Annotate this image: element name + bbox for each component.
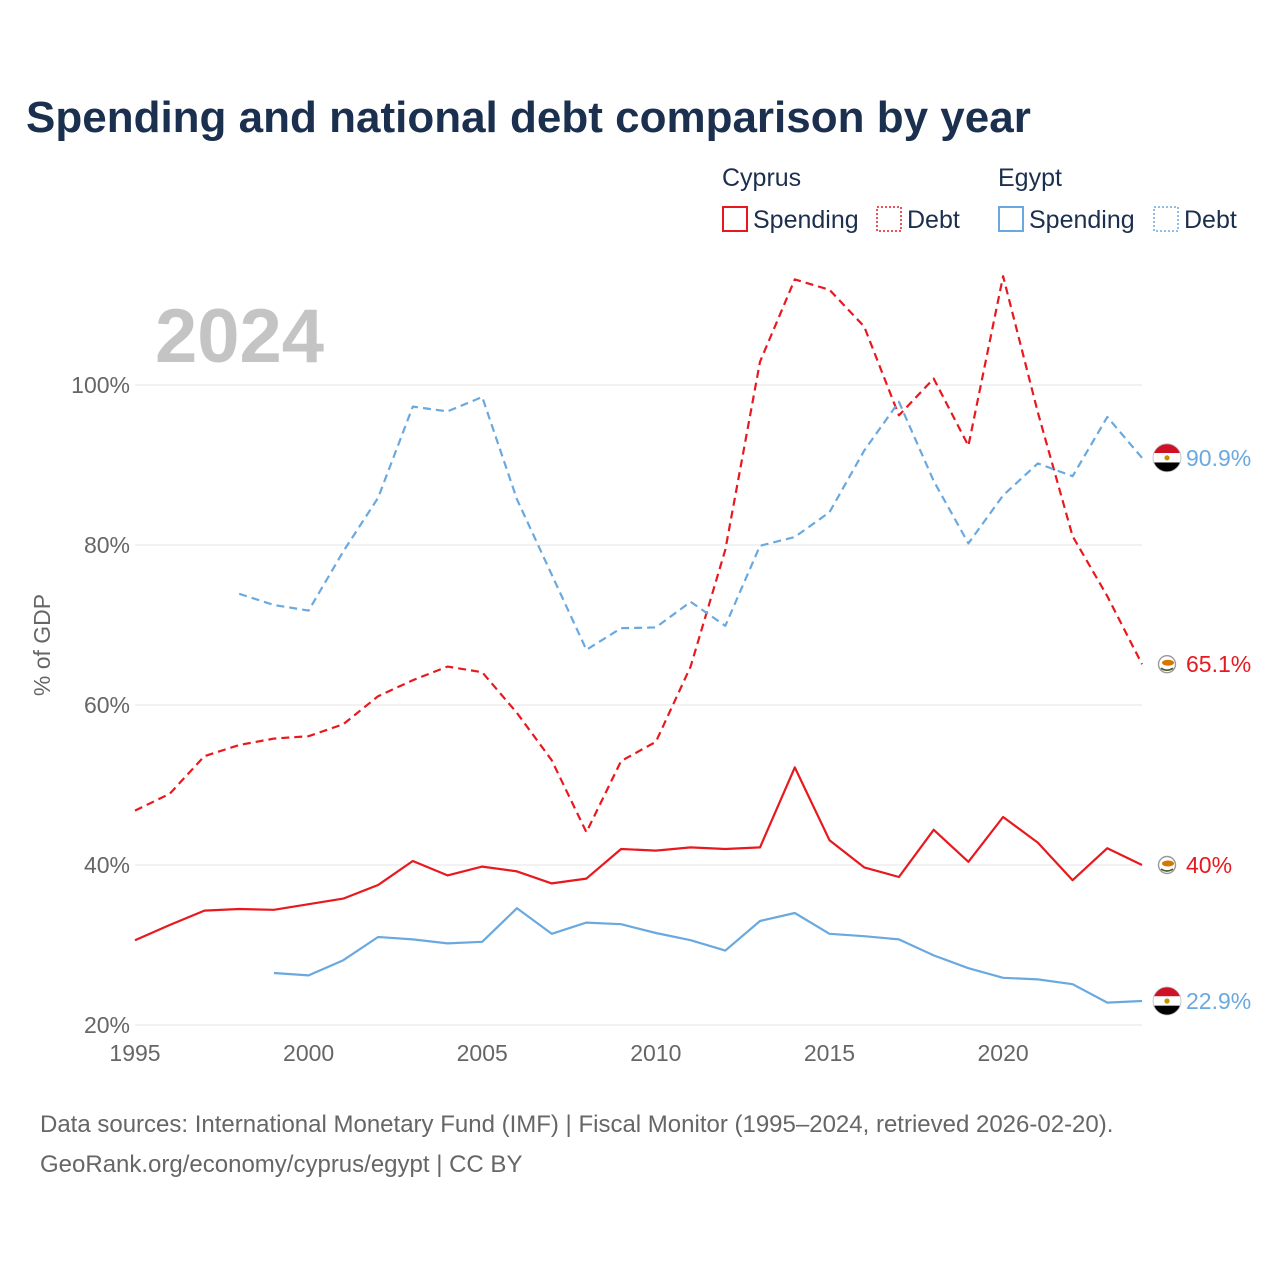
legend-group-cyprus: Cyprus [722,164,801,192]
legend-swatch [722,206,748,232]
y-tick-label: 100% [71,372,130,398]
y-axis-label: % of GDP [29,594,55,696]
end-value-label: 40% [1186,852,1232,878]
end-value-label: 22.9% [1186,988,1251,1014]
legend-group-egypt: Egypt [998,164,1062,192]
series-line-egypt-debt[interactable] [238,395,1143,651]
legend-item-cyprus-debt[interactable]: Debt [876,206,960,234]
y-tick-label: 20% [84,1012,130,1038]
x-tick-label: 2000 [283,1040,334,1066]
legend-swatch [998,206,1024,232]
attribution-link[interactable]: GeoRank.org/economy/cyprus/egypt | CC BY [40,1151,522,1178]
series-line-cyprus-debt[interactable] [134,275,1143,834]
legend-swatch [876,206,902,232]
cyprus-flag-icon [1157,855,1177,875]
year-label: 2024 [155,294,324,379]
grid [135,384,1142,1026]
end-value-label: 90.9% [1186,445,1251,471]
legend-swatch [1153,206,1179,232]
x-tick-label: 2010 [630,1040,681,1066]
x-tick-label: 1995 [109,1040,160,1066]
x-axis: 1995 2000 2005 2010 2015 2020 [109,1040,1028,1066]
y-tick-label: 40% [84,852,130,878]
source-note: Data sources: International Monetary Fun… [40,1111,1113,1138]
egypt-flag-icon [1152,986,1182,1016]
series-layer [134,275,1143,1004]
legend-label: Spending [1029,206,1135,234]
legend-label: Debt [1184,206,1237,234]
series-line-egypt-spending[interactable] [273,907,1143,1004]
legend-item-egypt-debt[interactable]: Debt [1153,206,1237,234]
x-tick-label: 2020 [978,1040,1029,1066]
cyprus-flag-icon [1157,655,1177,674]
end-markers: 65.1% 90.9% 40% 22.9% [1152,443,1251,1016]
legend[interactable]: Cyprus Spending Debt Egypt Spending Debt [722,164,1237,234]
x-tick-label: 2005 [457,1040,508,1066]
chart-title: Spending and national debt comparison by… [26,93,1031,142]
legend-item-cyprus-spending[interactable]: Spending [722,206,859,234]
egypt-flag-icon [1152,443,1182,473]
legend-label: Spending [753,206,859,234]
legend-label: Debt [907,206,960,234]
y-axis: 20% 40% 60% 80% 100% [71,372,130,1038]
series-line-cyprus-spending[interactable] [134,766,1143,942]
y-tick-label: 80% [84,532,130,558]
end-value-label: 65.1% [1186,651,1251,677]
x-tick-label: 2015 [804,1040,855,1066]
y-tick-label: 60% [84,692,130,718]
legend-item-egypt-spending[interactable]: Spending [998,206,1135,234]
